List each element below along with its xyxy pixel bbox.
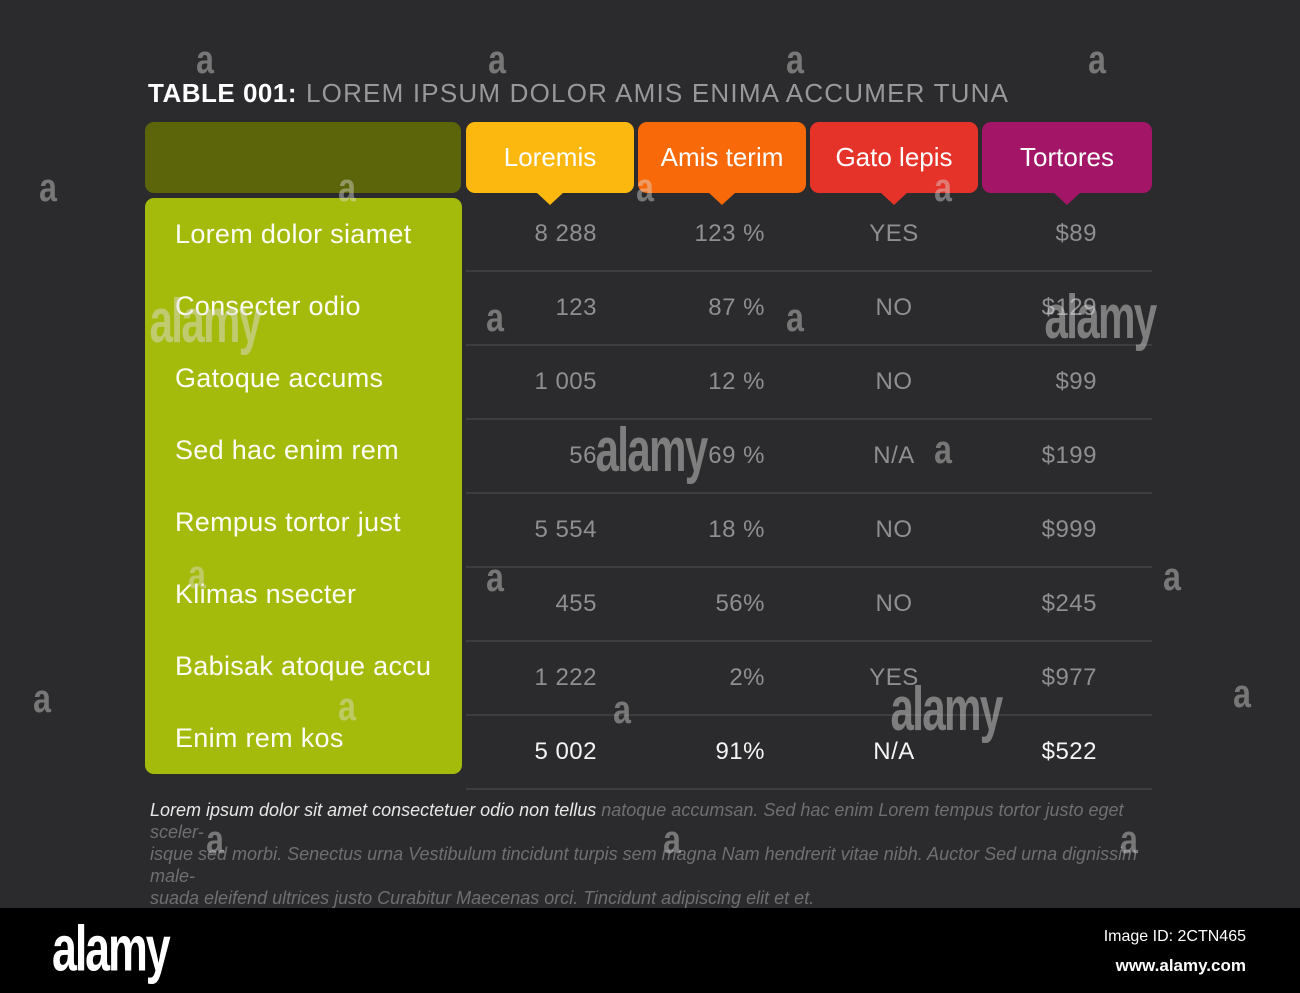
column-header-amis-terim: Amis terim (638, 122, 806, 193)
alamy-credit-meta: Image ID: 2CTN465 www.alamy.com (1104, 928, 1246, 976)
table-row: 123 87 % NO $129 (466, 272, 1152, 346)
footnote-line-3: suada eleifend ultrices justo Curabitur … (150, 888, 815, 908)
page-title-prefix: TABLE 001: (148, 78, 297, 108)
cell-gato-lepis: NO (875, 294, 913, 321)
cell-loremis: 8 288 (534, 220, 597, 247)
row-label-column: Lorem dolor siamet Consecter odio Gatoqu… (145, 198, 462, 774)
cell-gato-lepis: N/A (873, 442, 915, 469)
row-label: Babisak atoque accu (175, 650, 432, 681)
row-label: Consecter odio (175, 290, 361, 321)
cell-tortores: $999 (1041, 516, 1097, 543)
cell-tortores: $199 (1041, 442, 1097, 469)
row-label: Gatoque accums (175, 362, 384, 393)
alamy-watermark-letter: a (33, 677, 51, 721)
column-header-loremis: Loremis (466, 122, 634, 193)
table-row-highlighted: 5 002 91% N/A $522 (466, 716, 1152, 790)
row-label: Klimas nsecter (175, 578, 357, 609)
alamy-watermark-letter: a (1233, 672, 1251, 716)
footnote-lead: Lorem ipsum dolor sit amet consectetuer … (150, 800, 597, 820)
row-label: Lorem dolor siamet (175, 218, 412, 249)
alamy-watermark-letter: a (1088, 38, 1106, 82)
page-title: TABLE 001: LOREM IPSUM DOLOR AMIS ENIMA A… (148, 78, 1009, 109)
row-label: Rempus tortor just (175, 506, 401, 537)
cell-amis-terim: 2% (729, 664, 765, 691)
footnote-line-1: Lorem ipsum dolor sit amet consectetuer … (150, 799, 1158, 843)
cell-tortores: $129 (1041, 294, 1097, 321)
page-title-text: LOREM IPSUM DOLOR AMIS ENIMA ACCUMER TUN… (306, 78, 1010, 108)
cell-loremis: 1 222 (534, 664, 597, 691)
alamy-watermark-letter: a (488, 38, 506, 82)
image-id-text: Image ID: 2CTN465 (1103, 928, 1246, 945)
cell-amis-terim: 87 % (708, 294, 765, 321)
column-header-label: Loremis (503, 142, 597, 172)
column-header-tortores: Tortores (982, 122, 1152, 193)
table-row: 1 222 2% YES $977 (466, 642, 1152, 716)
row-label: Enim rem kos (175, 722, 344, 753)
table-row: 455 56% NO $245 (466, 568, 1152, 642)
cell-loremis: 455 (555, 590, 597, 617)
cell-amis-terim: 18 % (708, 516, 765, 543)
table-row: 5 554 18 % NO $999 (466, 494, 1152, 568)
cell-loremis: 1 005 (534, 368, 597, 395)
cell-tortores: $245 (1041, 590, 1097, 617)
cell-gato-lepis: NO (875, 368, 913, 395)
cell-loremis: 5 002 (534, 738, 597, 765)
column-header-label: Amis terim (660, 142, 784, 172)
cell-loremis: 56 (569, 442, 597, 469)
table-row: 8 288 123 % YES $89 (466, 198, 1152, 272)
column-header-label: Gato lepis (835, 142, 953, 172)
row-label: Sed hac enim rem (175, 434, 399, 465)
data-grid: 8 288 123 % YES $89 123 87 % NO $129 1 0… (466, 198, 1152, 790)
alamy-logo: alamy (52, 911, 171, 984)
cell-gato-lepis: NO (875, 516, 913, 543)
table-corner-block (145, 122, 461, 193)
footnote-line-2: isque sed morbi. Senectus urna Vestibulu… (150, 844, 1138, 886)
cell-amis-terim: 56% (715, 590, 765, 617)
cell-tortores: $522 (1041, 738, 1097, 765)
cell-amis-terim: 123 % (694, 220, 765, 247)
alamy-watermark-letter: a (786, 38, 804, 82)
cell-amis-terim: 69 % (708, 442, 765, 469)
column-header-label: Tortores (1020, 142, 1114, 172)
footnote-paragraph: Lorem ipsum dolor sit amet consectetuer … (150, 799, 1158, 909)
cell-loremis: 5 554 (534, 516, 597, 543)
cell-loremis: 123 (555, 294, 597, 321)
cell-tortores: $99 (1055, 368, 1097, 395)
cell-tortores: $89 (1055, 220, 1097, 247)
alamy-watermark-letter: a (196, 38, 214, 82)
cell-gato-lepis: YES (869, 664, 919, 691)
alamy-watermark-letter: a (39, 166, 57, 210)
footnote-line-1-rest: natoque accumsan. Sed hac enim Lorem tem… (150, 800, 1124, 842)
alamy-credit-bar: alamy Image ID: 2CTN465 www.alamy.com (0, 908, 1300, 993)
cell-gato-lepis: YES (869, 220, 919, 247)
cell-amis-terim: 91% (715, 738, 765, 765)
cell-gato-lepis: NO (875, 590, 913, 617)
cell-gato-lepis: N/A (873, 738, 915, 765)
alamy-watermark-letter: a (1163, 555, 1181, 599)
table-row: 1 005 12 % NO $99 (466, 346, 1152, 420)
cell-amis-terim: 12 % (708, 368, 765, 395)
cell-tortores: $977 (1041, 664, 1097, 691)
column-header-gato-lepis: Gato lepis (810, 122, 978, 193)
alamy-website-text: www.alamy.com (1115, 956, 1246, 975)
table-row: 56 69 % N/A $199 (466, 420, 1152, 494)
